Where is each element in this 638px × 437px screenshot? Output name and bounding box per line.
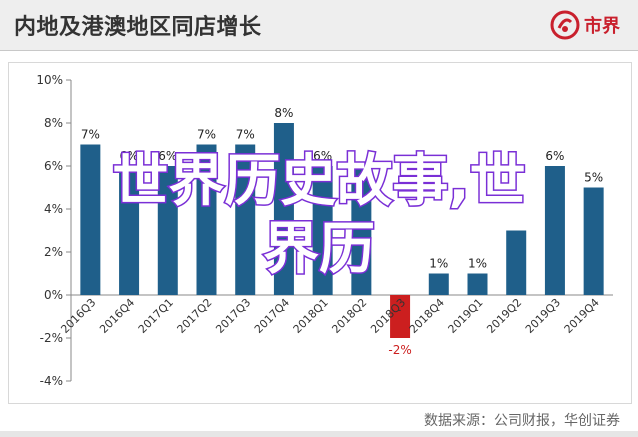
x-tick-label: 2017Q4 [252,296,292,336]
data-label: 7% [81,128,100,142]
x-tick-label: 2017Q2 [175,296,215,336]
x-tick-label: 2017Q1 [136,296,176,336]
bar [312,166,333,295]
x-tick-label: 2019Q3 [523,296,563,336]
bar [428,273,449,295]
data-label: 5% [584,171,603,185]
bar [196,144,217,295]
y-tick-label: 2% [44,245,63,259]
bar [80,144,101,295]
chart-title: 内地及港澳地区同店增长 [14,15,262,40]
x-tick-label: 2016Q4 [97,296,137,336]
bar [273,123,294,295]
chart-area: 10% 8% 6% 4% 2% 0% -2% -4% 7% 2016Q3 6% 2016Q4 6% 201… [8,62,632,404]
y-tick-label: -2% [40,331,63,345]
x-tick-label: 2019Q2 [484,296,524,336]
bar [583,187,604,295]
brand-logo: 市界 [550,9,620,41]
bar [235,144,256,295]
footer-divider [0,431,638,437]
data-label: 6% [313,149,332,163]
x-tick-label: 2019Q4 [562,296,602,336]
data-label: 1% [429,257,448,271]
x-tick-label: 2018Q4 [407,296,447,336]
data-label: 8% [274,106,293,120]
x-tick-label: 2018Q2 [329,296,369,336]
x-tick-label: 2017Q3 [213,296,253,336]
x-tick-label: 2016Q3 [58,296,98,336]
bar-chart: 10% 8% 6% 4% 2% 0% -2% -4% 7% 2016Q3 6% 2016Q4 6% 201… [36,73,613,388]
y-tick-label: -4% [40,374,63,388]
y-tick-label: 10% [36,73,63,87]
data-label: 6% [545,149,564,163]
source-note: 数据来源：公司财报，华创证券 [424,413,620,429]
header-bar: 内地及港澳地区同店增长 市界 [0,0,638,51]
data-label: -2% [388,343,411,357]
y-tick-label: 0% [44,288,63,302]
x-tick-label: 2019Q1 [446,296,486,336]
data-label: 7% [236,128,255,142]
y-tick-label: 4% [44,202,63,216]
y-tick-label: 6% [44,159,63,173]
bar [157,166,178,295]
bar [467,273,488,295]
data-label: 7% [197,128,216,142]
y-tick-label: 8% [44,116,63,130]
logo-icon [550,10,580,40]
data-label: 6% [158,149,177,163]
bar [506,230,527,295]
bar [351,166,372,295]
bar [544,166,565,295]
x-tick-label: 2018Q1 [291,296,331,336]
bar [390,295,411,338]
bar [119,166,140,295]
data-label: 6% [120,149,139,163]
logo-text: 市界 [584,16,620,37]
data-label: 1% [468,257,487,271]
